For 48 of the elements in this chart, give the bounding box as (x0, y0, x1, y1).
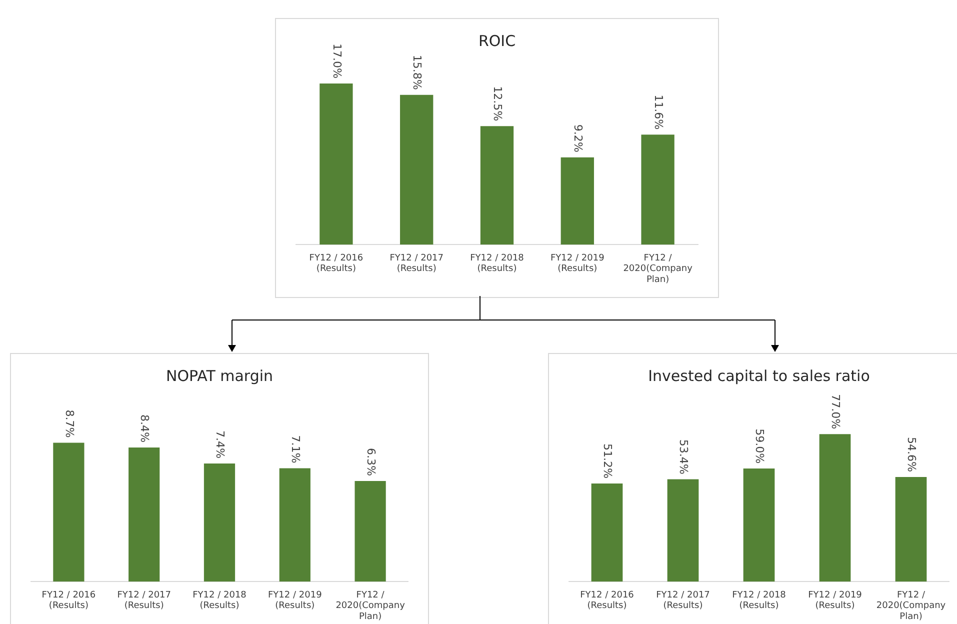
bar (743, 468, 775, 582)
chart-title: ROIC (478, 32, 516, 50)
data-label: 59.0% (753, 428, 766, 464)
x-tick-label: FY12 / 2020(Company Plan) (623, 253, 694, 285)
x-tick-label: FY12 / 2017 (Results) (117, 590, 171, 612)
x-tick-label: FY12 / 2018 (Results) (732, 590, 786, 612)
x-tick-label: FY12 / 2017 (Results) (390, 253, 444, 274)
x-tick-label: FY12 / 2019 (Results) (808, 590, 862, 612)
x-tick-label: FY12 / 2020(Company Plan) (336, 590, 406, 622)
data-label: 15.8% (410, 54, 424, 90)
bar (819, 434, 851, 582)
bar (667, 479, 699, 582)
bar (354, 481, 386, 582)
data-label: 6.3% (364, 448, 378, 476)
x-tick-label: FY12 / 2018 (Results) (470, 253, 524, 274)
data-label: 8.4% (138, 414, 152, 442)
bar (895, 476, 927, 582)
data-label: 54.6% (905, 437, 918, 472)
data-label: 7.4% (214, 430, 227, 458)
data-label: 12.5% (491, 86, 504, 122)
bar (480, 126, 514, 245)
chart-title: Invested capital to sales ratio (648, 366, 870, 385)
x-tick-label: FY12 / 2016 (Results) (309, 253, 364, 274)
x-tick-label: FY12 / 2016 (Results) (42, 590, 96, 612)
x-tick-label: FY12 / 2018 (Results) (192, 590, 247, 612)
x-tick-label: FY12 / 2020(Company Plan) (876, 590, 946, 622)
bar (279, 468, 310, 582)
data-label: 11.6% (652, 94, 665, 130)
bar (128, 447, 160, 582)
data-label: 17.0% (330, 43, 344, 78)
bar (400, 94, 434, 245)
data-label: 51.2% (601, 444, 614, 478)
bar (53, 442, 84, 582)
data-label: 77.0% (829, 394, 842, 430)
bar (204, 463, 236, 582)
bar (320, 83, 353, 245)
chart-title: NOPAT margin (166, 366, 274, 385)
bar (641, 134, 674, 245)
data-label: 53.4% (677, 439, 690, 474)
bar (560, 157, 594, 245)
data-label: 7.1% (289, 435, 302, 464)
x-tick-label: FY12 / 2019 (Results) (550, 253, 605, 274)
bar (591, 484, 623, 582)
x-tick-label: FY12 / 2016 (Results) (580, 590, 634, 612)
x-tick-label: FY12 / 2017 (Results) (656, 590, 710, 612)
data-label: 9.2% (572, 124, 585, 152)
data-label: 8.7% (62, 410, 76, 438)
x-tick-label: FY12 / 2019 (Results) (268, 590, 322, 612)
